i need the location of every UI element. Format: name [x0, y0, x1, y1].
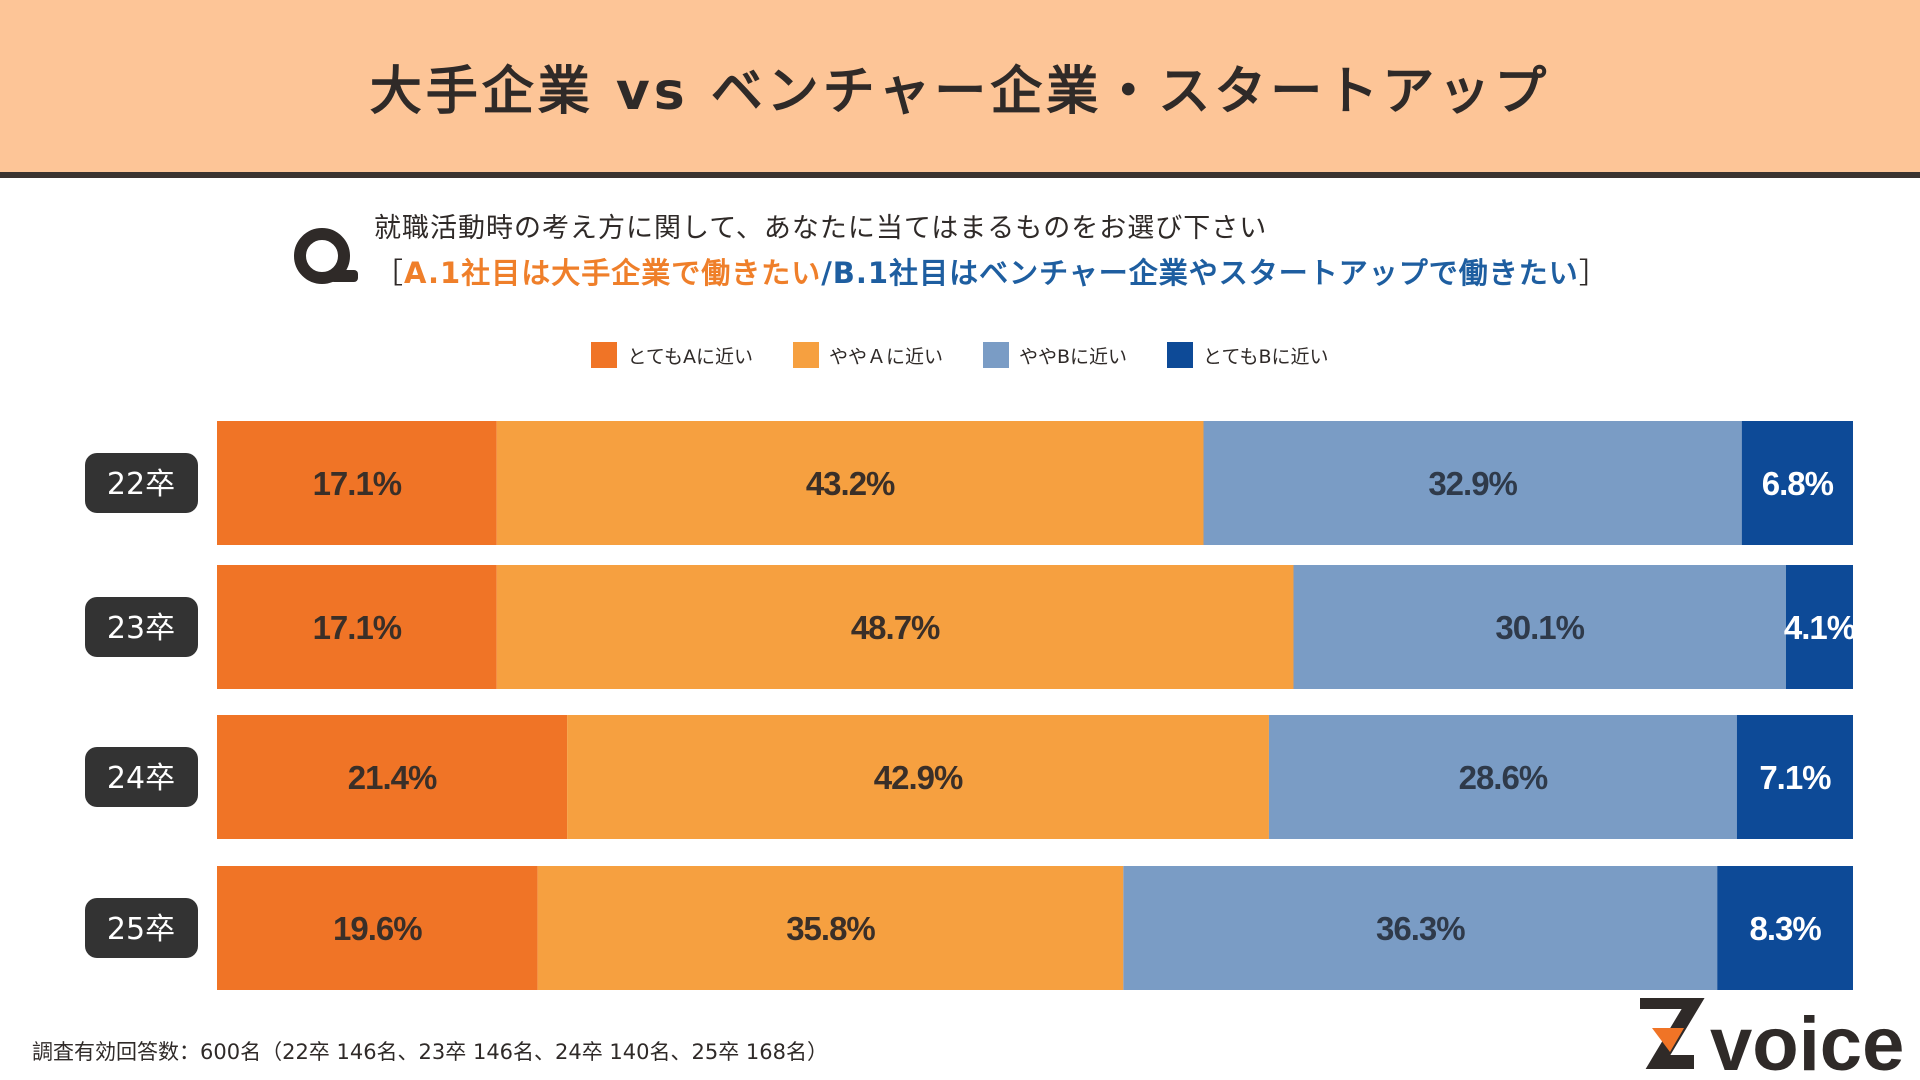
legend-item-somewhat-b: ややBに近い: [982, 340, 1128, 370]
bar-segment: [1268, 715, 1737, 839]
bar-segment: [1741, 421, 1853, 545]
sample-size-note: 調査有効回答数：600名（22卒 146名、23卒 146名、24卒 140名、…: [32, 1040, 828, 1064]
bar-segment: [1717, 866, 1853, 990]
legend-swatch: [1167, 342, 1194, 368]
row-label-bg: [85, 898, 198, 958]
data-label: 30.1%: [1495, 609, 1584, 646]
question-text: 就職活動時の考え方に関して、あなたに当てはまるものをお選び下さい ［A.1社目は…: [374, 208, 1609, 296]
stacked-bar-chart: 22卒 17.1% 43.2% 32.9% 6.8% 23卒 17.1% 48.7% 30.1%…: [85, 421, 1856, 990]
open-bracket: ［: [374, 256, 405, 290]
legend-label: ややＡに近い: [828, 345, 943, 368]
legend-label: とてもAに近い: [627, 345, 753, 368]
z-voice-logo: voice: [1640, 998, 1904, 1080]
bar-segment: [496, 421, 1204, 545]
row-label: 24卒: [85, 747, 198, 807]
chart-legend: とてもAに近い ややＡに近い ややBに近い とてもBに近い: [0, 340, 1920, 370]
data-label: 42.9%: [874, 759, 963, 796]
option-a-text: A.1社目は大手企業で働きたい: [404, 256, 822, 290]
row-label: 25卒: [85, 898, 198, 958]
row-label-bg: [85, 597, 198, 657]
logo-wordmark: voice: [1710, 1002, 1904, 1080]
question-line: 就職活動時の考え方に関して、あなたに当てはまるものをお選び下さい: [374, 213, 1268, 244]
option-b-text: B.1社目はベンチャー企業やスタートアップで働きたい: [832, 256, 1579, 290]
legend-swatch: [591, 342, 618, 368]
data-label: 7.1%: [1759, 759, 1831, 796]
legend-swatch: [982, 342, 1009, 368]
bar-segment: [1293, 565, 1786, 689]
data-label: 36.3%: [1376, 910, 1465, 947]
data-label: 4.1%: [1784, 609, 1856, 646]
row-label: 22卒: [85, 453, 198, 513]
bar-segment: [567, 715, 1269, 839]
row-label-bg: [85, 453, 198, 513]
question-options: ［A.1社目は大手企業で働きたい/B.1社目はベンチャー企業やスタートアップで働…: [374, 250, 1609, 296]
row-label-text: 22卒: [107, 467, 175, 502]
legend-item-very-a: とてもAに近い: [591, 340, 753, 370]
bar-segment: [217, 565, 497, 689]
data-label: 19.6%: [333, 910, 422, 947]
bar-segment: [1123, 866, 1718, 990]
legend-item-somewhat-a: ややＡに近い: [792, 340, 943, 370]
data-label: 21.4%: [348, 759, 437, 796]
bar-segment: [1203, 421, 1742, 545]
bar-segment: [496, 565, 1294, 689]
row-label: 23卒: [85, 597, 198, 657]
data-label: 43.2%: [806, 465, 895, 502]
row-label-text: 23卒: [107, 611, 175, 646]
row-label-text: 25卒: [107, 912, 175, 947]
data-label: 28.6%: [1459, 759, 1548, 796]
option-separator: /: [821, 256, 833, 290]
bar-segment: [1736, 715, 1853, 839]
legend-label: とてもBに近い: [1203, 345, 1329, 368]
data-label: 32.9%: [1428, 465, 1517, 502]
data-label: 8.3%: [1749, 910, 1821, 947]
bar-segment: [217, 715, 568, 839]
data-label: 17.1%: [313, 465, 402, 502]
bar-segment: [217, 421, 497, 545]
bar-segment: [217, 866, 538, 990]
close-bracket: ］: [1578, 256, 1609, 290]
data-label: 6.8%: [1762, 465, 1834, 502]
z-logo-accent: [1652, 1028, 1684, 1052]
legend-swatch: [792, 342, 819, 368]
bar-segment: [537, 866, 1124, 990]
legend-label: ややBに近い: [1018, 345, 1128, 368]
bar-segment: [1785, 565, 1853, 689]
data-label: 17.1%: [313, 609, 402, 646]
row-label-text: 24卒: [107, 761, 175, 796]
page-title: 大手企業 vs ベンチャー企業・スタートアップ: [369, 61, 1551, 122]
row-label-bg: [85, 747, 198, 807]
legend-item-very-b: とてもBに近い: [1167, 340, 1329, 370]
q-icon: [294, 228, 358, 284]
title-banner: 大手企業 vs ベンチャー企業・スタートアップ: [0, 0, 1920, 178]
data-label: 35.8%: [786, 910, 875, 947]
data-label: 48.7%: [851, 609, 940, 646]
